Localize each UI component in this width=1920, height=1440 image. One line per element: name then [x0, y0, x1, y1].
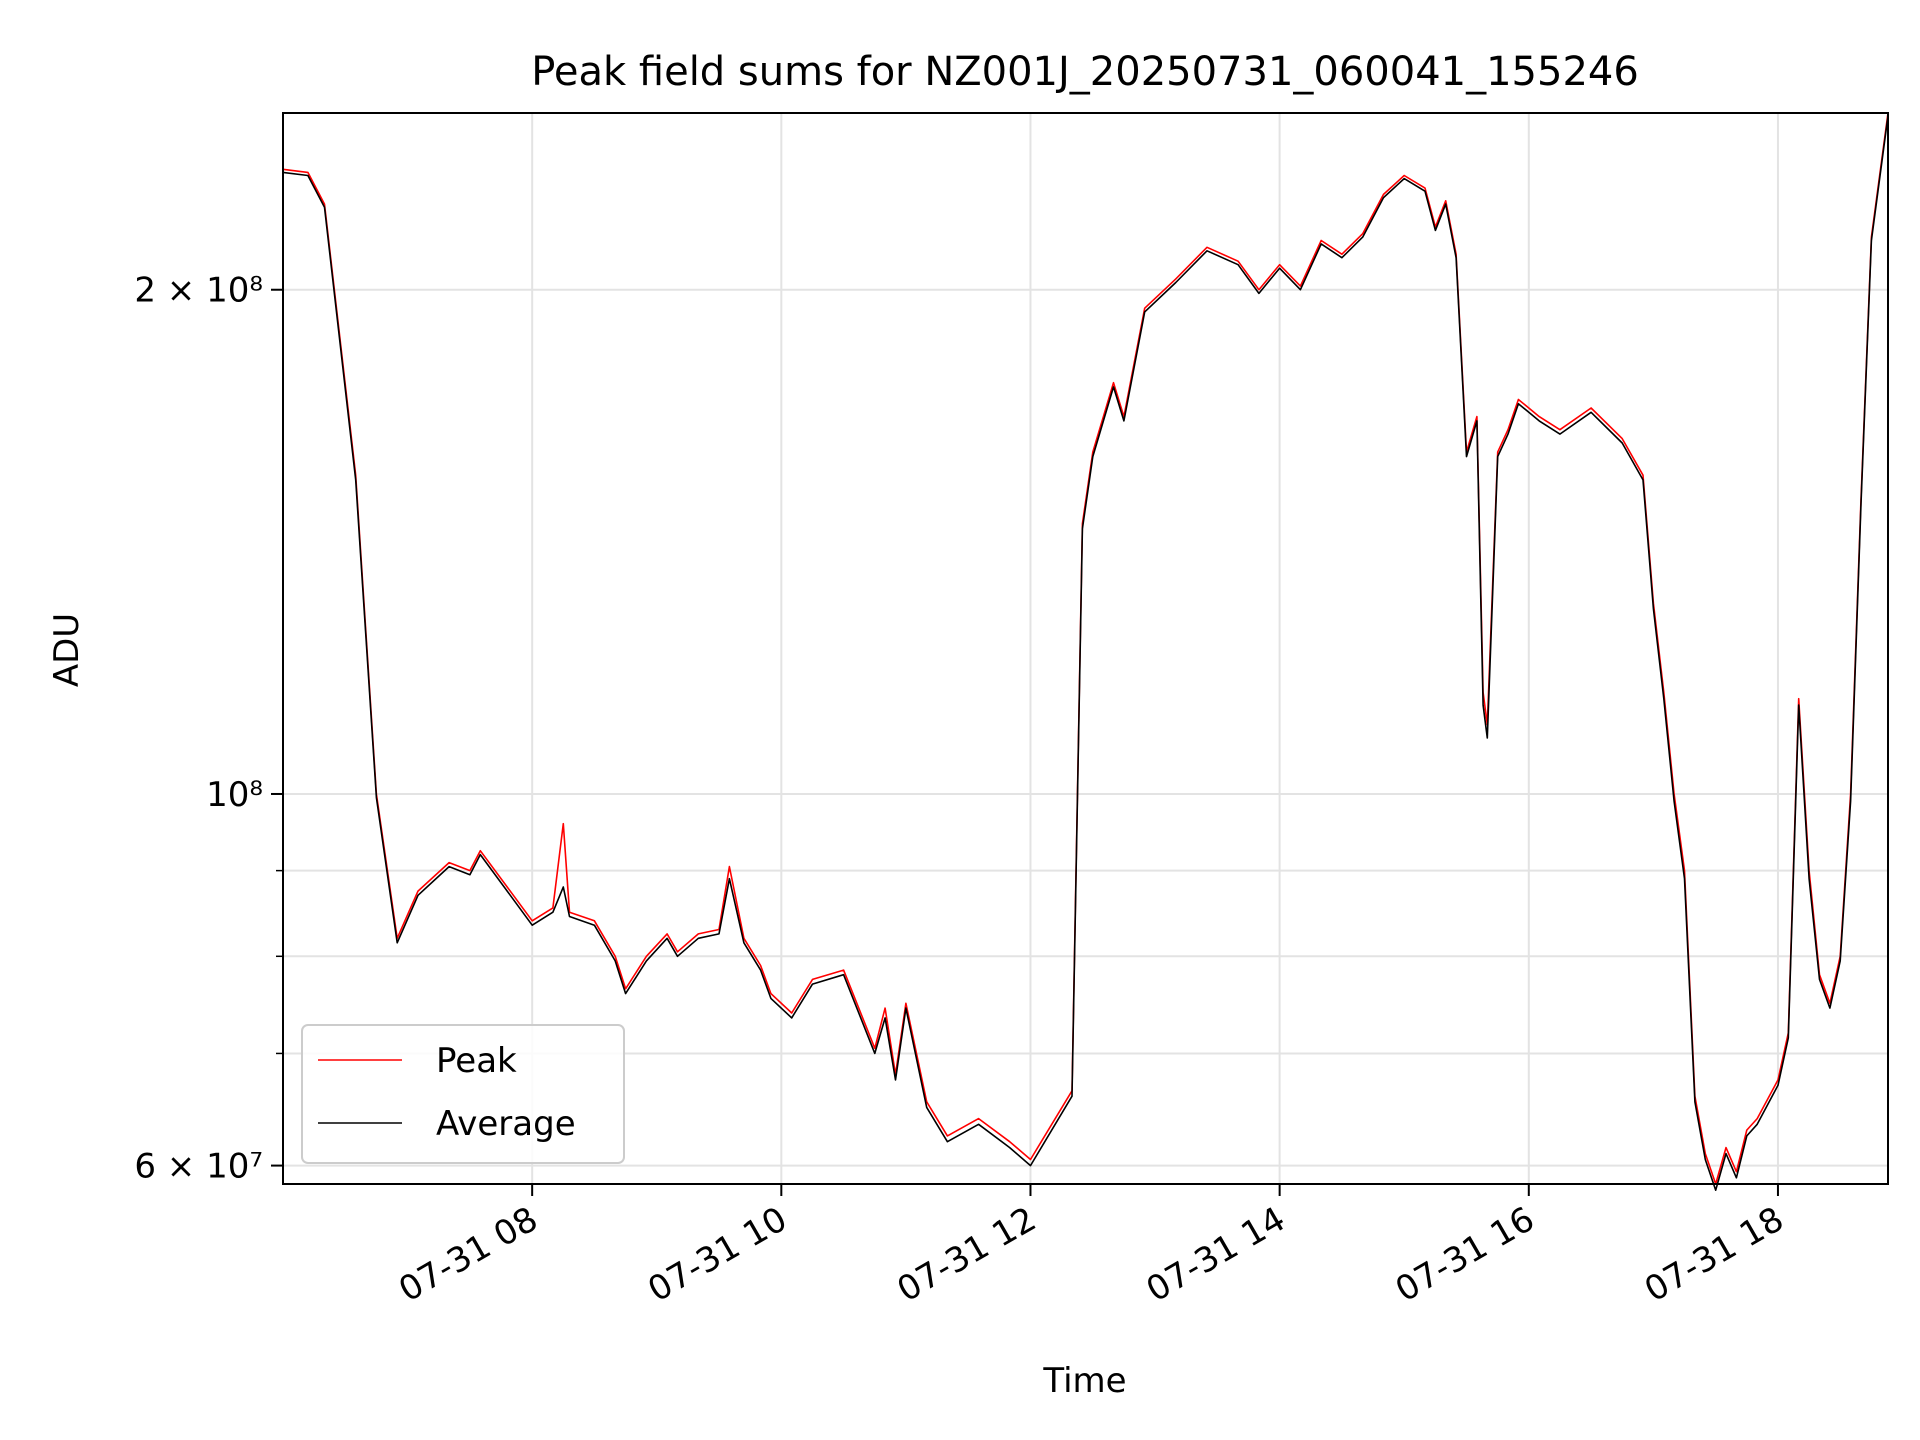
- y-ticks: 2 × 10⁸ 10⁸ 6 × 10⁷: [134, 271, 283, 1187]
- series-group: [282, 112, 1889, 1191]
- chart-title: Peak field sums for NZ001J_20250731_0600…: [531, 49, 1639, 95]
- y-tick-label: 10⁸: [206, 775, 263, 815]
- y-axis-label: ADU: [47, 613, 87, 687]
- plot-frame: [282, 112, 1889, 1185]
- x-axis-label: Time: [1042, 1361, 1126, 1401]
- legend-label-peak: Peak: [436, 1041, 517, 1081]
- legend-label-average: Average: [436, 1104, 576, 1144]
- y-tick-label: 2 × 10⁸: [134, 271, 263, 311]
- legend: Peak Average: [301, 1024, 625, 1164]
- series-line-peak: [282, 112, 1889, 1185]
- y-tick-label: 6 × 10⁷: [134, 1147, 263, 1187]
- series-line-average: [282, 115, 1889, 1191]
